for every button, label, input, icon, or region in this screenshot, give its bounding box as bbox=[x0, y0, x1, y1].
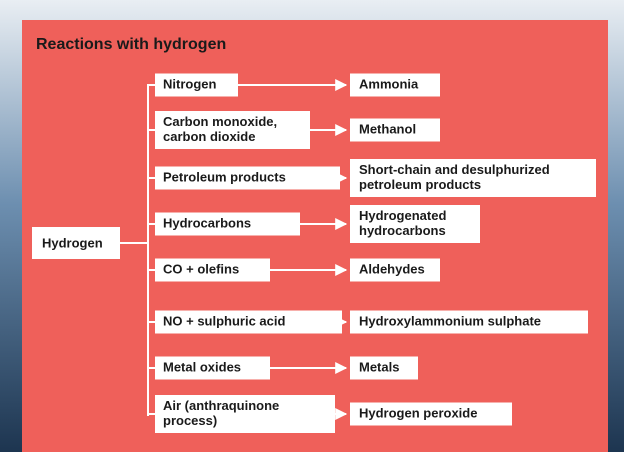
product-label: Ammonia bbox=[359, 76, 419, 91]
reactant-label: Carbon monoxide, bbox=[163, 114, 277, 129]
root-label: Hydrogen bbox=[42, 235, 103, 250]
reactant-label: carbon dioxide bbox=[163, 129, 255, 144]
product-label: Methanol bbox=[359, 121, 416, 136]
reactant-label: Air (anthraquinone bbox=[163, 398, 279, 413]
product-label: Hydroxylammonium sulphate bbox=[359, 313, 541, 328]
reactant-label: NO + sulphuric acid bbox=[163, 313, 286, 328]
product-label: Hydrogenated bbox=[359, 208, 446, 223]
product-label: hydrocarbons bbox=[359, 223, 446, 238]
product-label: petroleum products bbox=[359, 177, 481, 192]
reactant-label: Petroleum products bbox=[163, 169, 286, 184]
reactant-label: Nitrogen bbox=[163, 76, 217, 91]
reactant-label: Hydrocarbons bbox=[163, 215, 251, 230]
reactant-label: process) bbox=[163, 413, 217, 428]
product-label: Hydrogen peroxide bbox=[359, 405, 477, 420]
reactant-label: CO + olefins bbox=[163, 261, 239, 276]
product-label: Metals bbox=[359, 359, 399, 374]
diagram: Reactions with hydrogen Hydrogen Nitroge… bbox=[0, 0, 624, 452]
page: Reactions with hydrogen Hydrogen Nitroge… bbox=[0, 0, 624, 452]
title: Reactions with hydrogen bbox=[36, 36, 226, 53]
reactant-label: Metal oxides bbox=[163, 359, 241, 374]
product-label: Aldehydes bbox=[359, 261, 425, 276]
product-label: Short-chain and desulphurized bbox=[359, 162, 550, 177]
